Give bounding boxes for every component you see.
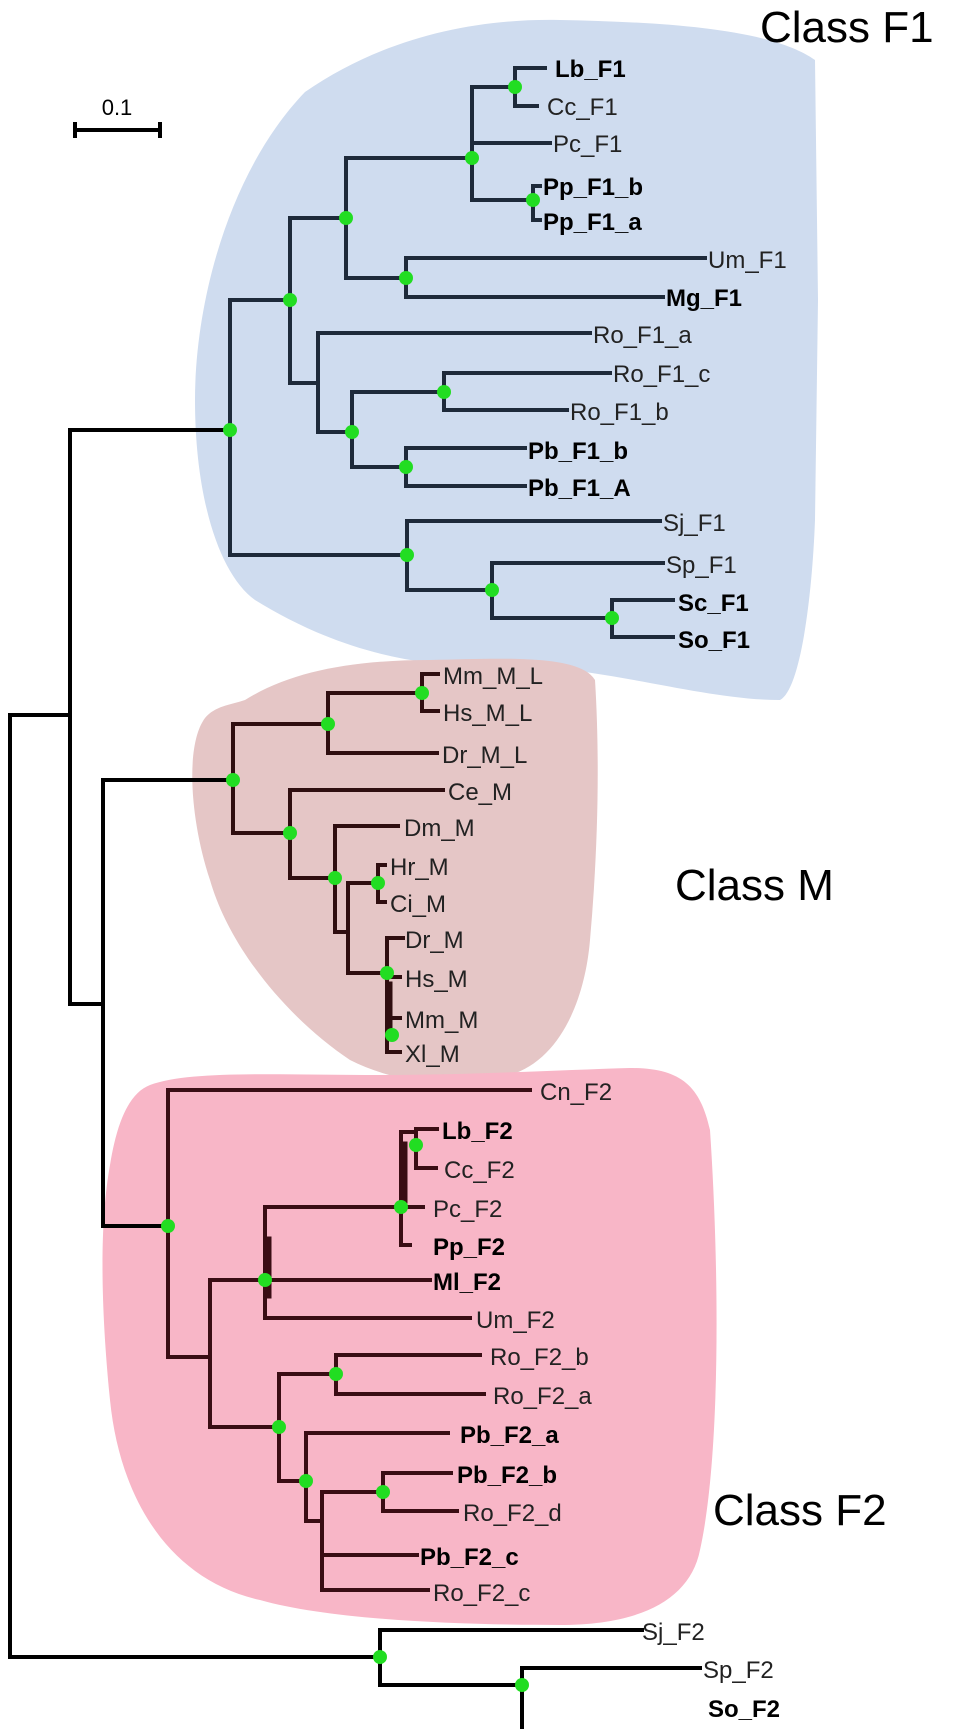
leaf-label: Ro_F1_a (593, 322, 692, 349)
node (373, 1650, 387, 1664)
node (258, 1273, 272, 1287)
node (345, 425, 359, 439)
node (339, 211, 353, 225)
leaf-label: Ro_F2_a (493, 1383, 592, 1410)
leaf-label: Um_F2 (476, 1307, 555, 1334)
node (485, 583, 499, 597)
leaf-label: Mm_M (405, 1007, 478, 1034)
class-f2-branches (166, 1088, 532, 1592)
class-f1-region (195, 19, 818, 701)
leaf-label: Ro_F1_c (613, 361, 710, 388)
leaf-label: Um_F1 (708, 247, 787, 274)
class-f2-region (102, 1068, 717, 1625)
leaf-label: Dr_M (405, 927, 464, 954)
leaf-label: Lb_F2 (442, 1118, 513, 1145)
leaf-label: Ro_F2_d (463, 1500, 562, 1527)
leaf-label: Cn_F2 (540, 1079, 612, 1106)
node (371, 876, 385, 890)
class-f1-label: Class F1 (760, 3, 934, 52)
leaf-label: Pb_F1_A (528, 475, 631, 502)
scale-bar: 0.1 (73, 95, 162, 138)
node (400, 548, 414, 562)
leaf-label: Dr_M_L (442, 742, 527, 769)
leaf-label: Pp_F2 (433, 1234, 505, 1261)
leaf-label: Hs_M (405, 966, 468, 993)
node (299, 1474, 313, 1488)
leaf-label: Ro_F2_b (490, 1344, 589, 1371)
class-f1-branches (228, 66, 707, 639)
node (515, 1678, 529, 1692)
leaf-label: Hr_M (390, 854, 449, 881)
leaf-label: Xl_M (405, 1041, 460, 1068)
node (223, 423, 237, 437)
leaf-label: Ci_M (390, 891, 446, 918)
leaf-label: Pp_F1_a (543, 209, 642, 236)
leaf-label: Cc_F2 (444, 1157, 515, 1184)
node (508, 80, 522, 94)
node (409, 1138, 423, 1152)
leaf-label: Pb_F2_c (420, 1544, 519, 1571)
node (376, 1485, 390, 1499)
leaf-label: Hs_M_L (443, 700, 532, 727)
leaf-label: So_F2 (708, 1696, 780, 1723)
node (161, 1219, 175, 1233)
base-branches (8, 428, 702, 1729)
leaf-label: Pb_F2_b (457, 1462, 557, 1489)
leaf-label: Lb_F1 (555, 56, 626, 83)
leaf-label: Sp_F1 (666, 552, 737, 579)
node (380, 966, 394, 980)
node (385, 1028, 399, 1042)
leaf-label: Pp_F1_b (543, 174, 643, 201)
class-m-label: Class M (675, 861, 834, 910)
node (399, 271, 413, 285)
node (328, 871, 342, 885)
leaf-label: So_F1 (678, 627, 750, 654)
node (437, 385, 451, 399)
node (399, 460, 413, 474)
leaf-label: Pb_F2_a (460, 1422, 559, 1449)
node (465, 151, 479, 165)
leaf-label: Pc_F2 (433, 1196, 502, 1223)
leaf-label: Sp_F2 (703, 1657, 774, 1684)
node (605, 611, 619, 625)
class-f2-label: Class F2 (713, 1486, 887, 1535)
leaf-label: Ce_M (448, 779, 512, 806)
node (394, 1200, 408, 1214)
leaf-label: Ml_F2 (433, 1269, 501, 1296)
node (329, 1367, 343, 1381)
node (415, 686, 429, 700)
leaf-label: Ro_F2_c (433, 1580, 530, 1607)
leaf-label: Dm_M (404, 815, 475, 842)
leaf-label: Pc_F1 (553, 131, 622, 158)
node (226, 773, 240, 787)
node (272, 1420, 286, 1434)
leaf-label: Sc_F1 (678, 590, 749, 617)
leaf-label: Mm_M_L (443, 663, 543, 690)
leaf-label: Mg_F1 (666, 285, 742, 312)
leaf-label: Cc_F1 (547, 94, 618, 121)
node-markers (161, 80, 619, 1692)
leaf-label: Pb_F1_b (528, 438, 628, 465)
node (526, 193, 540, 207)
node (283, 826, 297, 840)
node (283, 293, 297, 307)
leaf-label: Ro_F1_b (570, 399, 669, 426)
node (321, 717, 335, 731)
scale-bar-label: 0.1 (102, 95, 133, 120)
leaf-label: Sj_F2 (642, 1619, 705, 1646)
leaf-label: Sj_F1 (663, 510, 726, 537)
class-m-region (192, 658, 598, 1084)
